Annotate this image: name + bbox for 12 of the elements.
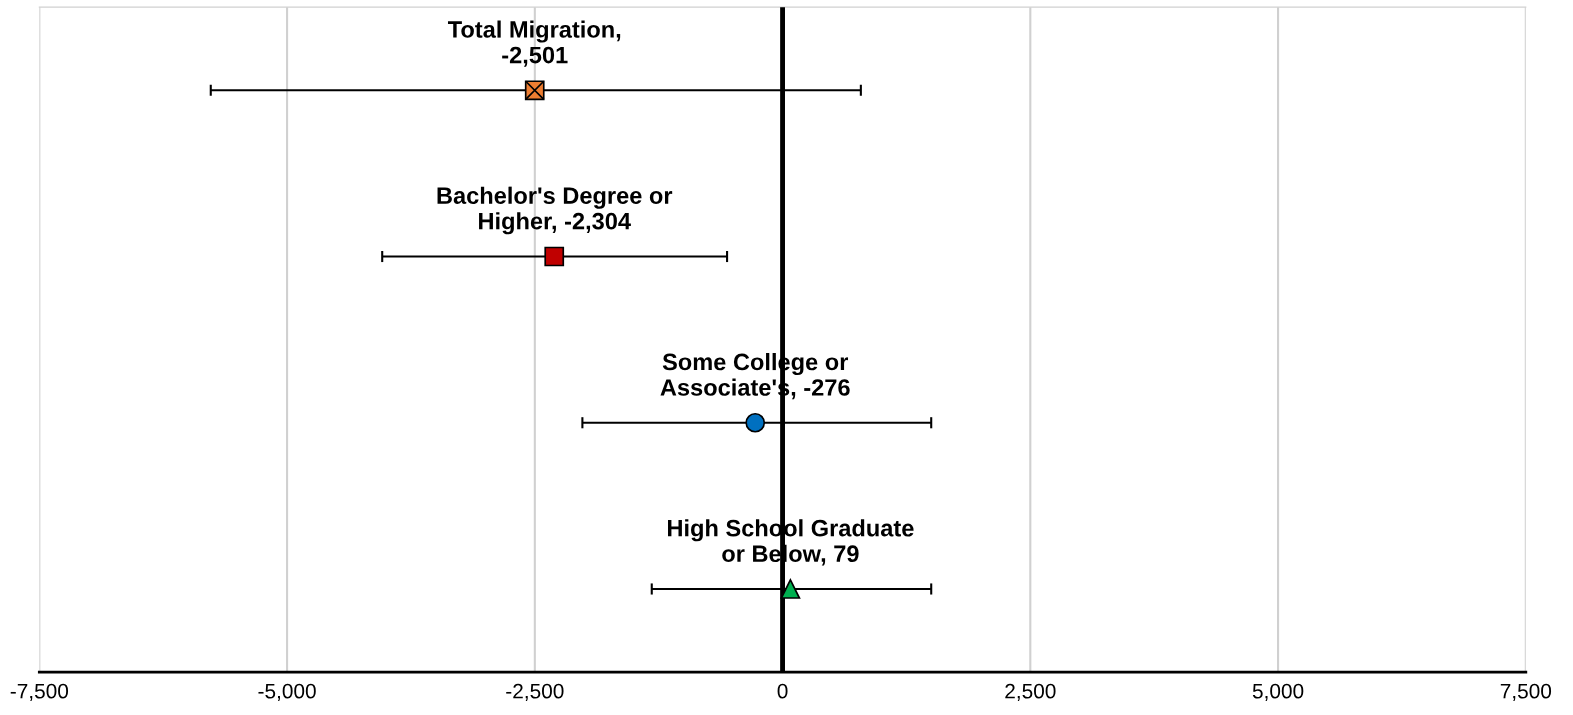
x-tick-label: 5,000 <box>1252 683 1304 701</box>
x-tick-label: -7,500 <box>10 683 69 701</box>
point <box>745 412 766 433</box>
point <box>780 579 801 599</box>
annotation: Bachelor's Degree or Higher, -2,304 <box>437 186 673 235</box>
x-tick-label: 0 <box>777 683 788 699</box>
point <box>544 246 565 267</box>
annotation: Total Migration, -2,501 <box>447 20 621 67</box>
x-tick-label: 2,500 <box>1005 683 1056 701</box>
x-tick-label: -2,500 <box>506 683 564 701</box>
x-tick-label: 7,500 <box>1500 683 1552 701</box>
x-tick-label: -5,000 <box>258 683 316 701</box>
